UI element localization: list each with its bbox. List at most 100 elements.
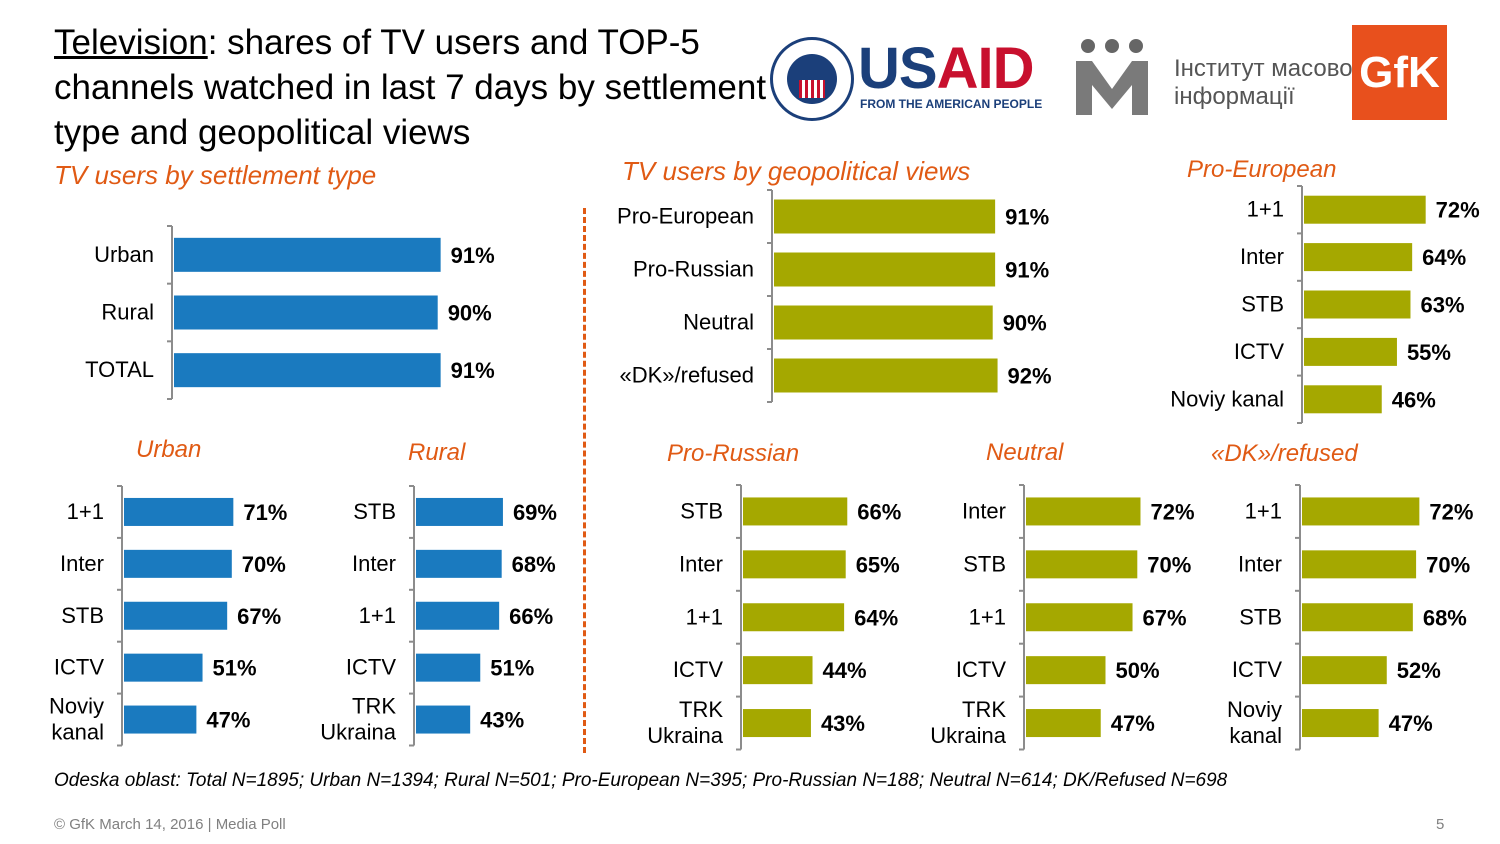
urban-bar [124,653,203,682]
geo-bar [774,358,998,393]
pro_russian-category-label: Inter [679,551,723,576]
settlement-category-label: Rural [101,300,154,325]
rural-category-label: STB [353,499,396,524]
rural-value-label: 51% [490,656,534,681]
pro_european-value-label: 55% [1407,340,1451,365]
sample-footnote: Odeska oblast: Total N=1895; Urban N=139… [54,770,1228,791]
neutral-value-label: 50% [1116,658,1160,683]
rural-bar [416,705,471,734]
rural-category-label: 1+1 [359,603,396,628]
pro_russian-category-label: ICTV [673,657,723,682]
pro_european-category-label: ICTV [1234,339,1284,364]
settlement-bar [174,237,441,272]
dk_refused-value-label: 52% [1397,658,1441,683]
urban-title: Urban [136,436,202,463]
dk_refused-bar [1302,550,1417,579]
settlement-section-title: TV users by settlement type [54,160,377,190]
title-rest: : shares of TV users and TOP-5 channels … [54,23,767,152]
section-divider [583,208,586,753]
pro_russian-bar [743,603,845,632]
dk_refused-bar [1302,497,1420,526]
pro_european-category-label: 1+1 [1247,197,1284,222]
settlement-category-label: Urban [94,242,154,267]
dk_refused-value-label: 47% [1389,711,1433,736]
geo-category-label: «DK»/refused [619,363,754,388]
urban-category-label: ICTV [54,655,104,680]
rural-category-label: ICTV [346,655,396,680]
geo-value-label: 92% [1008,364,1052,389]
urban-category-label: 1+1 [67,499,104,524]
urban-category-label: Noviy kanal [49,694,104,745]
pro_russian-value-label: 44% [823,658,867,683]
urban-value-label: 71% [243,500,287,525]
pro_russian-bar [743,709,811,738]
rural-value-label: 43% [480,708,524,733]
pro_european-value-label: 72% [1436,198,1480,223]
geo-bar [774,305,993,340]
settlement-category-label: TOTAL [85,357,154,382]
geo-section-title: TV users by geopolitical views [622,156,971,186]
rural-value-label: 68% [512,552,556,577]
neutral-bar [1026,603,1133,632]
pro_russian-value-label: 43% [821,711,865,736]
pro_european-bar [1304,290,1411,319]
pro_european-bar [1304,195,1426,224]
pro_european-value-label: 64% [1422,245,1466,270]
copyright-text: © GfK March 14, 2016 | Media Poll [54,816,286,833]
pro_european-value-label: 46% [1392,387,1436,412]
dk-refused-title: «DK»/refused [1211,440,1358,467]
page-number: 5 [1436,816,1445,833]
settlement-bar [174,295,438,330]
urban-value-label: 70% [242,552,286,577]
pro_european-bar [1304,337,1397,366]
neutral-category-label: ICTV [956,657,1006,682]
pro_russian-category-label: STB [680,498,723,523]
neutral-value-label: 67% [1143,605,1187,630]
imi-logo-mark [1076,39,1148,115]
dk_refused-value-label: 70% [1426,552,1470,577]
neutral-value-label: 70% [1147,552,1191,577]
gfk-logo: GfK [1352,25,1447,120]
dk_refused-bar [1302,603,1413,632]
rural-value-label: 66% [509,604,553,629]
geo-value-label: 91% [1005,258,1049,283]
neutral-value-label: 72% [1150,499,1194,524]
rural-bar [416,549,502,578]
pro_european-bar [1304,243,1413,272]
geo-category-label: Neutral [683,310,754,335]
dk_refused-category-label: ICTV [1232,657,1282,682]
pro_european-bar [1304,385,1382,414]
dk_refused-category-label: 1+1 [1245,498,1282,523]
settlement-value-label: 90% [448,301,492,326]
settlement-bar [174,353,441,388]
title-underlined: Television [54,23,208,62]
geo-category-label: Pro-European [617,204,754,229]
geo-bar [774,252,996,287]
urban-value-label: 47% [206,708,250,733]
rural-bar [416,601,500,630]
pro_russian-category-label: 1+1 [686,604,723,629]
dk_refused-value-label: 72% [1429,499,1473,524]
dk_refused-category-label: Noviy kanal [1227,697,1282,748]
neutral-bar [1026,497,1141,526]
page-title: Television: shares of TV users and TOP-5… [54,20,774,155]
neutral-value-label: 47% [1111,711,1155,736]
pro_russian-bar [743,656,813,685]
neutral-category-label: 1+1 [969,604,1006,629]
pro_european-value-label: 63% [1420,293,1464,318]
neutral-category-label: STB [963,551,1006,576]
urban-category-label: Inter [60,551,104,576]
urban-value-label: 67% [237,604,281,629]
geo-category-label: Pro-Russian [633,257,754,282]
pro-russian-title: Pro-Russian [667,440,800,467]
neutral-bar [1026,656,1106,685]
neutral-bar [1026,709,1101,738]
pro_russian-category-label: TRK Ukraina [647,697,724,748]
rural-category-label: TRK Ukraina [320,694,397,745]
geo-value-label: 91% [1005,205,1049,230]
urban-bar [124,497,234,526]
pro_russian-bar [743,550,846,579]
pro-european-title: Pro-European [1187,156,1337,183]
settlement-value-label: 91% [451,243,495,268]
neutral-bar [1026,550,1138,579]
